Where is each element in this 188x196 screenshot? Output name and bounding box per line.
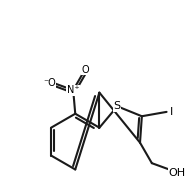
Text: N⁺: N⁺	[67, 85, 80, 95]
Text: OH: OH	[169, 168, 186, 178]
Text: ⁻O: ⁻O	[43, 77, 56, 87]
Text: S: S	[114, 101, 121, 111]
Text: O: O	[81, 65, 89, 75]
Text: I: I	[169, 107, 173, 117]
